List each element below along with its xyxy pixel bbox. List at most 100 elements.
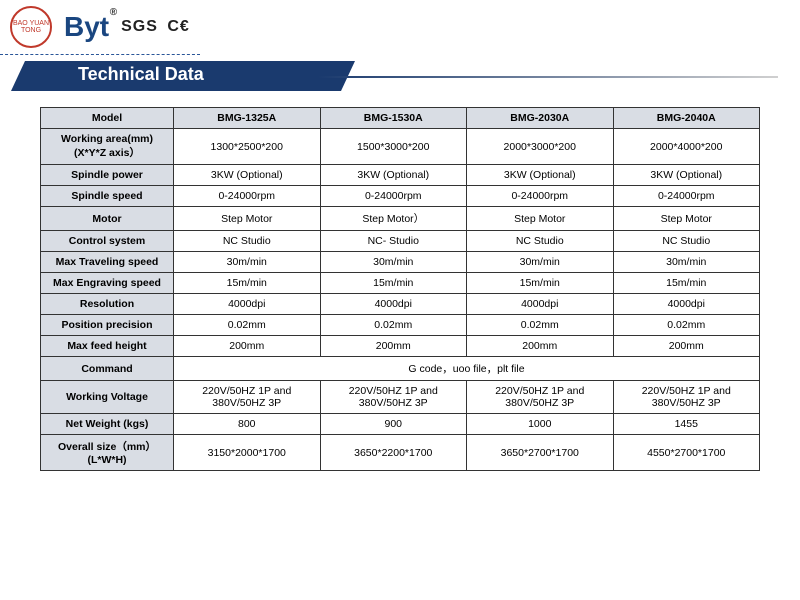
data-cell: 30m/min <box>467 252 614 273</box>
data-cell: 3KW (Optional) <box>467 165 614 186</box>
header-logos: BAO YUAN TONG Byt® SGS C€ <box>0 0 800 50</box>
logo-byt: Byt® <box>64 11 109 43</box>
table-row: Max feed height200mm200mm200mm200mm <box>41 336 760 357</box>
data-cell: 200mm <box>613 336 760 357</box>
data-cell: 0.02mm <box>320 315 467 336</box>
table-row: Working area(mm) (X*Y*Z axis）1300*2500*2… <box>41 129 760 165</box>
row-label: Resolution <box>41 294 174 315</box>
data-cell: 15m/min <box>613 273 760 294</box>
data-cell: 4000dpi <box>174 294 321 315</box>
title-banner: Technical Data <box>18 61 800 95</box>
logo-circle: BAO YUAN TONG <box>10 6 52 48</box>
banner-title: Technical Data <box>78 64 204 85</box>
data-cell: 200mm <box>467 336 614 357</box>
data-cell: 4000dpi <box>613 294 760 315</box>
data-cell: 1455 <box>613 414 760 435</box>
command-value: G code，uoo file，plt file <box>174 357 760 381</box>
data-cell: 0-24000rpm <box>467 186 614 207</box>
row-label: Control system <box>41 231 174 252</box>
data-cell: 4000dpi <box>320 294 467 315</box>
data-cell: 30m/min <box>320 252 467 273</box>
table-row: Control systemNC StudioNC- StudioNC Stud… <box>41 231 760 252</box>
command-row: Command G code，uoo file，plt file <box>41 357 760 381</box>
table-row: Max Traveling speed30m/min30m/min30m/min… <box>41 252 760 273</box>
data-cell: 1000 <box>467 414 614 435</box>
table-row: Net Weight (kgs)80090010001455 <box>41 414 760 435</box>
data-cell: 4550*2700*1700 <box>613 435 760 471</box>
data-cell: 15m/min <box>174 273 321 294</box>
data-cell: 220V/50HZ 1P and 380V/50HZ 3P <box>320 381 467 414</box>
data-cell: 200mm <box>174 336 321 357</box>
data-cell: NC- Studio <box>320 231 467 252</box>
logo-sgs-text: SGS <box>121 18 158 35</box>
data-cell: NC Studio <box>174 231 321 252</box>
row-label: Max Traveling speed <box>41 252 174 273</box>
data-cell: 15m/min <box>467 273 614 294</box>
command-label: Command <box>41 357 174 381</box>
data-cell: 0-24000rpm <box>320 186 467 207</box>
dashed-divider <box>0 54 200 55</box>
row-label: Motor <box>41 207 174 231</box>
data-cell: 3KW (Optional) <box>613 165 760 186</box>
logo-byt-text: Byt <box>64 11 109 42</box>
table-container: Model BMG-1325A BMG-1530A BMG-2030A BMG-… <box>0 107 800 471</box>
data-cell: Step Motor <box>467 207 614 231</box>
data-cell: 3150*2000*1700 <box>174 435 321 471</box>
data-cell: 0.02mm <box>467 315 614 336</box>
logo-ce-text: C€ <box>167 18 189 35</box>
data-cell: 3KW (Optional) <box>174 165 321 186</box>
data-cell: 2000*3000*200 <box>467 129 614 165</box>
row-label: Spindle speed <box>41 186 174 207</box>
data-cell: Step Motor） <box>320 207 467 231</box>
data-cell: 0-24000rpm <box>174 186 321 207</box>
row-label: Max feed height <box>41 336 174 357</box>
table-row: Resolution4000dpi4000dpi4000dpi4000dpi <box>41 294 760 315</box>
row-label: Working Voltage <box>41 381 174 414</box>
spec-table: Model BMG-1325A BMG-1530A BMG-2030A BMG-… <box>40 107 760 471</box>
table-row: Working Voltage220V/50HZ 1P and 380V/50H… <box>41 381 760 414</box>
table-row: Overall size（mm）(L*W*H)3150*2000*1700365… <box>41 435 760 471</box>
data-cell: 0-24000rpm <box>613 186 760 207</box>
table-row: Spindle speed0-24000rpm0-24000rpm0-24000… <box>41 186 760 207</box>
model-col-2: BMG-2030A <box>467 108 614 129</box>
model-col-3: BMG-2040A <box>613 108 760 129</box>
data-cell: 1500*3000*200 <box>320 129 467 165</box>
data-cell: 30m/min <box>613 252 760 273</box>
data-cell: 3KW (Optional) <box>320 165 467 186</box>
data-cell: 220V/50HZ 1P and 380V/50HZ 3P <box>467 381 614 414</box>
row-label: Position precision <box>41 315 174 336</box>
data-cell: 15m/min <box>320 273 467 294</box>
model-header: Model <box>41 108 174 129</box>
data-cell: 3650*2700*1700 <box>467 435 614 471</box>
data-cell: NC Studio <box>467 231 614 252</box>
table-row: Position precision0.02mm0.02mm0.02mm0.02… <box>41 315 760 336</box>
model-col-0: BMG-1325A <box>174 108 321 129</box>
data-cell: 30m/min <box>174 252 321 273</box>
data-cell: 3650*2200*1700 <box>320 435 467 471</box>
data-cell: Step Motor <box>613 207 760 231</box>
logo-circle-text: BAO YUAN TONG <box>12 20 50 34</box>
data-cell: 800 <box>174 414 321 435</box>
row-label: Overall size（mm）(L*W*H) <box>41 435 174 471</box>
data-cell: 0.02mm <box>174 315 321 336</box>
header-row: Model BMG-1325A BMG-1530A BMG-2030A BMG-… <box>41 108 760 129</box>
data-cell: 200mm <box>320 336 467 357</box>
row-label: Spindle power <box>41 165 174 186</box>
row-label: Max Engraving speed <box>41 273 174 294</box>
data-cell: 1300*2500*200 <box>174 129 321 165</box>
banner-line <box>318 76 778 78</box>
row-label: Net Weight (kgs) <box>41 414 174 435</box>
table-row: Max Engraving speed15m/min15m/min15m/min… <box>41 273 760 294</box>
data-cell: 0.02mm <box>613 315 760 336</box>
data-cell: 4000dpi <box>467 294 614 315</box>
data-cell: 900 <box>320 414 467 435</box>
data-cell: 220V/50HZ 1P and 380V/50HZ 3P <box>613 381 760 414</box>
data-cell: 220V/50HZ 1P and 380V/50HZ 3P <box>174 381 321 414</box>
data-cell: 2000*4000*200 <box>613 129 760 165</box>
table-row: MotorStep MotorStep Motor）Step MotorStep… <box>41 207 760 231</box>
table-row: Spindle power3KW (Optional)3KW (Optional… <box>41 165 760 186</box>
model-col-1: BMG-1530A <box>320 108 467 129</box>
logo-sgs: SGS C€ <box>121 18 190 36</box>
row-label: Working area(mm) (X*Y*Z axis） <box>41 129 174 165</box>
data-cell: NC Studio <box>613 231 760 252</box>
